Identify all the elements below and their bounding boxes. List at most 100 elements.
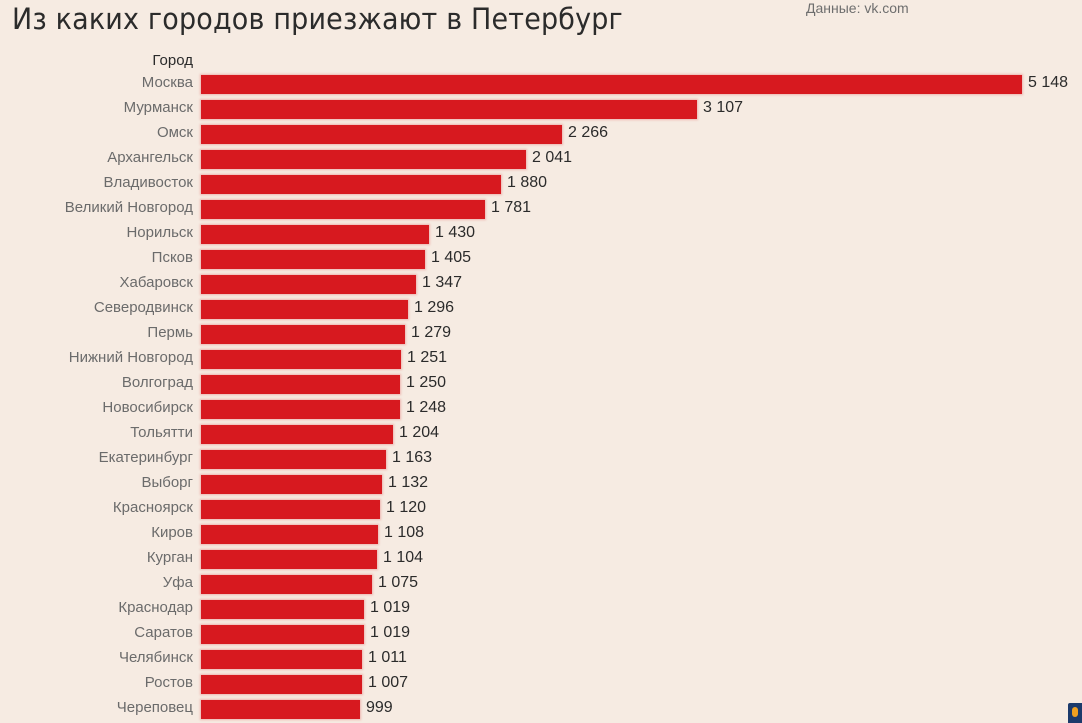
bar (201, 575, 372, 594)
bar-row: Киров 1 108 (0, 522, 1082, 547)
bar (201, 700, 360, 719)
bar (201, 300, 408, 319)
bar (201, 400, 400, 419)
bar (201, 525, 378, 544)
category-label: Северодвинск (93, 299, 193, 316)
bar-row: Норильск 1 430 (0, 222, 1082, 247)
value-label: 1 248 (406, 399, 447, 416)
bar-row: Саратов 1 019 (0, 622, 1082, 647)
category-label: Выборг (141, 474, 193, 491)
value-label: 2 266 (568, 124, 609, 141)
category-label: Пермь (147, 324, 193, 341)
bar (201, 200, 485, 219)
value-label: 1 019 (370, 624, 411, 641)
category-label: Тольятти (130, 424, 193, 441)
category-label: Архангельск (107, 149, 193, 166)
value-label: 1 430 (435, 224, 476, 241)
bar (201, 650, 362, 669)
value-label: 1 163 (392, 449, 433, 466)
bar (201, 450, 386, 469)
bar-row: Северодвинск 1 296 (0, 297, 1082, 322)
bar (201, 425, 393, 444)
bar (201, 225, 429, 244)
bar (201, 275, 416, 294)
bar-row: Хабаровск 1 347 (0, 272, 1082, 297)
value-label: 1 019 (370, 599, 411, 616)
bar (201, 150, 526, 169)
value-label: 1 120 (386, 499, 427, 516)
bar (201, 325, 405, 344)
value-label: 1 251 (407, 349, 448, 366)
value-label: 1 296 (414, 299, 455, 316)
bar (201, 375, 400, 394)
value-label: 1 405 (431, 249, 472, 266)
logo-icon (1068, 703, 1082, 723)
bar-row: Пермь 1 279 (0, 322, 1082, 347)
bar (201, 500, 380, 519)
value-label: 5 148 (1028, 74, 1069, 91)
bar-row: Краснодар 1 019 (0, 597, 1082, 622)
value-label: 1 204 (399, 424, 440, 441)
value-label: 1 781 (491, 199, 532, 216)
value-label: 1 250 (406, 374, 447, 391)
bar-row: Выборг 1 132 (0, 472, 1082, 497)
category-label: Владивосток (103, 174, 193, 191)
bar-row: Волгоград 1 250 (0, 372, 1082, 397)
value-label: 1 279 (411, 324, 452, 341)
category-label: Курган (146, 549, 193, 566)
value-label: 1 104 (383, 549, 424, 566)
bar-row: Красноярск 1 120 (0, 497, 1082, 522)
category-label: Волгоград (121, 374, 193, 391)
bar-row: Москва 5 148 (0, 72, 1082, 97)
bar-row: Великий Новгород 1 781 (0, 197, 1082, 222)
category-label: Великий Новгород (64, 199, 193, 216)
category-label: Краснодар (118, 599, 193, 616)
bar-row: Нижний Новгород 1 251 (0, 347, 1082, 372)
category-label: Хабаровск (119, 274, 193, 291)
value-label: 1 132 (388, 474, 429, 491)
bar (201, 75, 1022, 94)
bar-row: Новосибирск 1 248 (0, 397, 1082, 422)
bar-row: Череповец 999 (0, 697, 1082, 722)
category-label: Мурманск (123, 99, 193, 116)
bar (201, 675, 362, 694)
value-label: 1 108 (384, 524, 425, 541)
category-label: Норильск (126, 224, 193, 241)
bar-row: Псков 1 405 (0, 247, 1082, 272)
bar (201, 600, 364, 619)
category-label: Саратов (134, 624, 193, 641)
value-label: 2 041 (532, 149, 573, 166)
bar-row: Уфа 1 075 (0, 572, 1082, 597)
value-label: 1 007 (368, 674, 409, 691)
bar-row: Тольятти 1 204 (0, 422, 1082, 447)
value-label: 999 (366, 699, 393, 716)
bar (201, 125, 562, 144)
bar-row: Челябинск 1 011 (0, 647, 1082, 672)
bar-row: Мурманск 3 107 (0, 97, 1082, 122)
value-label: 3 107 (703, 99, 744, 116)
category-label: Киров (151, 524, 193, 541)
category-label: Челябинск (118, 649, 193, 666)
value-label: 1 075 (378, 574, 419, 591)
category-label: Псков (151, 249, 193, 266)
bar-row: Курган 1 104 (0, 547, 1082, 572)
category-label: Череповец (116, 699, 193, 716)
bar-row: Ростов 1 007 (0, 672, 1082, 697)
chart-title: Из каких городов приезжают в Петербург (12, 2, 623, 36)
value-label: 1 880 (507, 174, 548, 191)
bar (201, 475, 382, 494)
category-label: Новосибирск (102, 399, 193, 416)
data-source: Данные: vk.com (806, 0, 909, 16)
bar-row: Архангельск 2 041 (0, 147, 1082, 172)
category-label: Красноярск (112, 499, 193, 516)
bar (201, 100, 697, 119)
category-label: Москва (141, 74, 193, 91)
bar (201, 175, 501, 194)
bar-row: Омск 2 266 (0, 122, 1082, 147)
category-axis-header: Город (152, 52, 193, 69)
category-label: Ростов (144, 674, 193, 691)
category-label: Екатеринбург (98, 449, 193, 466)
bar (201, 350, 401, 369)
value-label: 1 347 (422, 274, 463, 291)
bar-row: Владивосток 1 880 (0, 172, 1082, 197)
